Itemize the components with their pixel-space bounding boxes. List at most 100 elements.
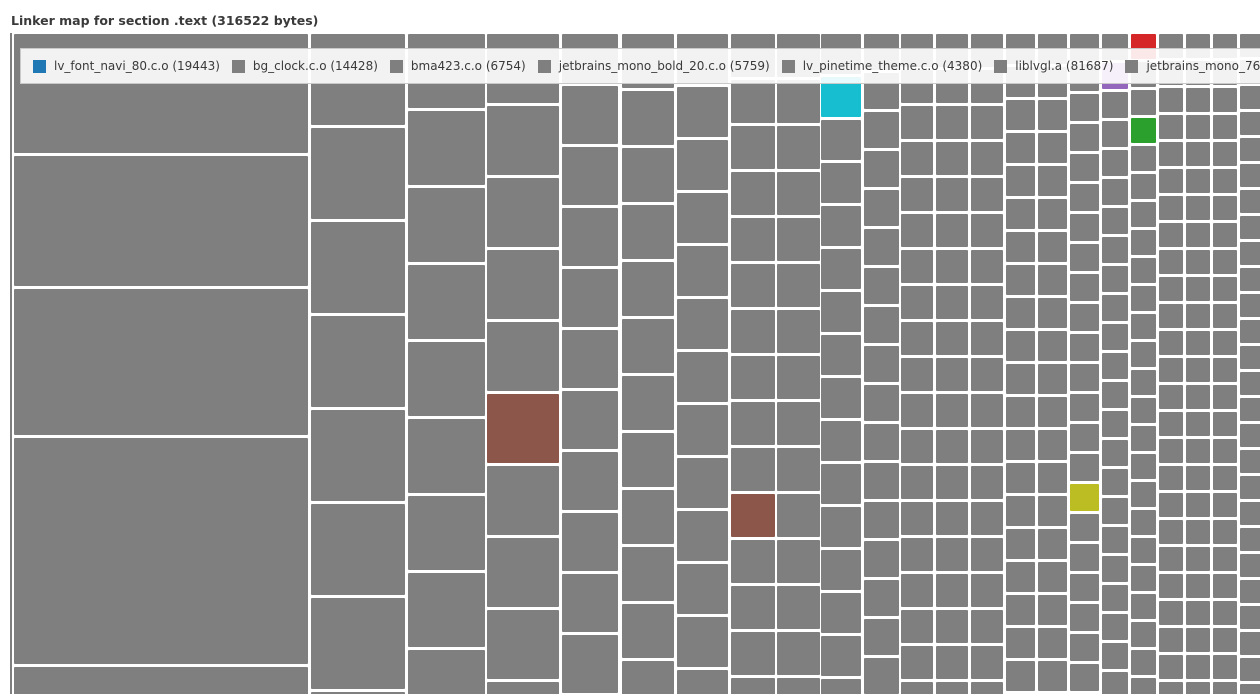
treemap-cell xyxy=(936,178,968,211)
treemap-cell xyxy=(1159,169,1183,193)
treemap-cell xyxy=(562,635,618,693)
treemap-cell xyxy=(821,120,861,160)
treemap-cell xyxy=(1102,324,1128,350)
treemap-cell xyxy=(1070,184,1099,211)
treemap-cell xyxy=(901,610,933,643)
treemap-cell xyxy=(731,678,775,694)
treemap-cell xyxy=(311,128,405,219)
treemap-cell xyxy=(1159,88,1183,112)
treemap-cell xyxy=(936,286,968,319)
treemap-cell xyxy=(1240,450,1260,473)
treemap-cell xyxy=(311,692,405,694)
treemap-cell xyxy=(777,172,820,215)
treemap-cell xyxy=(901,214,933,247)
legend-swatch-icon xyxy=(994,59,1008,73)
treemap-cell xyxy=(1070,124,1099,151)
treemap-cell xyxy=(1102,469,1128,495)
treemap-cell xyxy=(1006,364,1035,394)
treemap-cell xyxy=(1102,585,1128,611)
treemap-cell xyxy=(487,538,559,607)
treemap-cell xyxy=(1186,574,1210,598)
treemap-cell xyxy=(1186,358,1210,382)
treemap-cell xyxy=(1186,250,1210,274)
treemap-cell xyxy=(1038,199,1067,229)
treemap-cell xyxy=(1186,601,1210,625)
treemap-cell xyxy=(821,464,861,504)
treemap-cell xyxy=(936,646,968,679)
treemap-cell xyxy=(971,250,1003,283)
treemap-cell xyxy=(864,619,899,655)
legend: lv_font_navi_80.c.o (19443) bg_clock.c.o … xyxy=(20,48,1260,84)
treemap-cell xyxy=(562,86,618,144)
treemap-cell xyxy=(1006,133,1035,163)
treemap-cell xyxy=(1131,678,1156,694)
treemap-cell xyxy=(1131,314,1156,339)
treemap-cell xyxy=(1006,265,1035,295)
legend-item-label: jetbrains_mono_76.c.o (3321) xyxy=(1146,59,1260,73)
legend-item: jetbrains_mono_76.c.o (3321) xyxy=(1125,59,1260,73)
treemap-cell xyxy=(1131,118,1156,143)
treemap-cell xyxy=(1006,331,1035,361)
treemap-cell xyxy=(864,268,899,304)
treemap-cell xyxy=(1006,397,1035,427)
treemap-cell xyxy=(864,658,899,694)
treemap-cell xyxy=(14,667,308,694)
treemap-cell xyxy=(677,405,728,455)
treemap-cell xyxy=(622,205,674,259)
treemap-cell xyxy=(936,466,968,499)
treemap-cell xyxy=(677,670,728,694)
treemap-cell xyxy=(1102,121,1128,147)
treemap-cell xyxy=(971,502,1003,535)
legend-swatch-icon xyxy=(231,59,245,73)
legend-swatch-icon xyxy=(537,59,551,73)
treemap-cell xyxy=(1131,342,1156,367)
treemap-cell xyxy=(408,419,485,493)
treemap-cell xyxy=(821,421,861,461)
treemap-cell xyxy=(1213,574,1237,598)
treemap-cell xyxy=(562,452,618,510)
treemap-cell xyxy=(1213,655,1237,679)
treemap-cell xyxy=(1186,304,1210,328)
treemap-cell xyxy=(622,148,674,202)
treemap-cell xyxy=(1240,112,1260,135)
treemap-cell xyxy=(731,172,775,215)
treemap-cell xyxy=(1213,142,1237,166)
treemap-cell xyxy=(1159,601,1183,625)
treemap-cell xyxy=(487,610,559,679)
treemap-cell xyxy=(971,682,1003,694)
treemap-cell xyxy=(901,142,933,175)
treemap-cell xyxy=(1240,86,1260,109)
treemap-cell xyxy=(777,126,820,169)
legend-swatch-icon xyxy=(1125,59,1139,73)
treemap-cell xyxy=(1102,411,1128,437)
treemap-cell xyxy=(1102,150,1128,176)
treemap-cell xyxy=(821,335,861,375)
treemap-cell xyxy=(864,307,899,343)
treemap-cell xyxy=(408,342,485,416)
treemap-cell xyxy=(901,574,933,607)
treemap-cell xyxy=(1159,115,1183,139)
treemap-cell xyxy=(1213,601,1237,625)
treemap-cell xyxy=(936,214,968,247)
treemap-cell xyxy=(1131,202,1156,227)
page-title: Linker map for section .text (316522 byt… xyxy=(11,13,319,28)
treemap-cell xyxy=(1186,142,1210,166)
treemap-cell xyxy=(622,433,674,487)
treemap-cell xyxy=(1213,466,1237,490)
treemap-cell xyxy=(1070,244,1099,271)
treemap-cell xyxy=(1240,502,1260,525)
treemap-cell xyxy=(562,330,618,388)
treemap-cell xyxy=(1159,547,1183,571)
treemap-cell xyxy=(864,580,899,616)
treemap-cell xyxy=(562,513,618,571)
treemap-cell xyxy=(1038,166,1067,196)
treemap-cell xyxy=(901,538,933,571)
treemap-cell xyxy=(971,646,1003,679)
treemap-cell xyxy=(936,610,968,643)
treemap-cell xyxy=(1102,614,1128,640)
treemap-cell xyxy=(936,142,968,175)
treemap-cell xyxy=(311,504,405,595)
treemap-cell xyxy=(731,218,775,261)
treemap-cell xyxy=(864,502,899,538)
treemap-cell xyxy=(1213,520,1237,544)
